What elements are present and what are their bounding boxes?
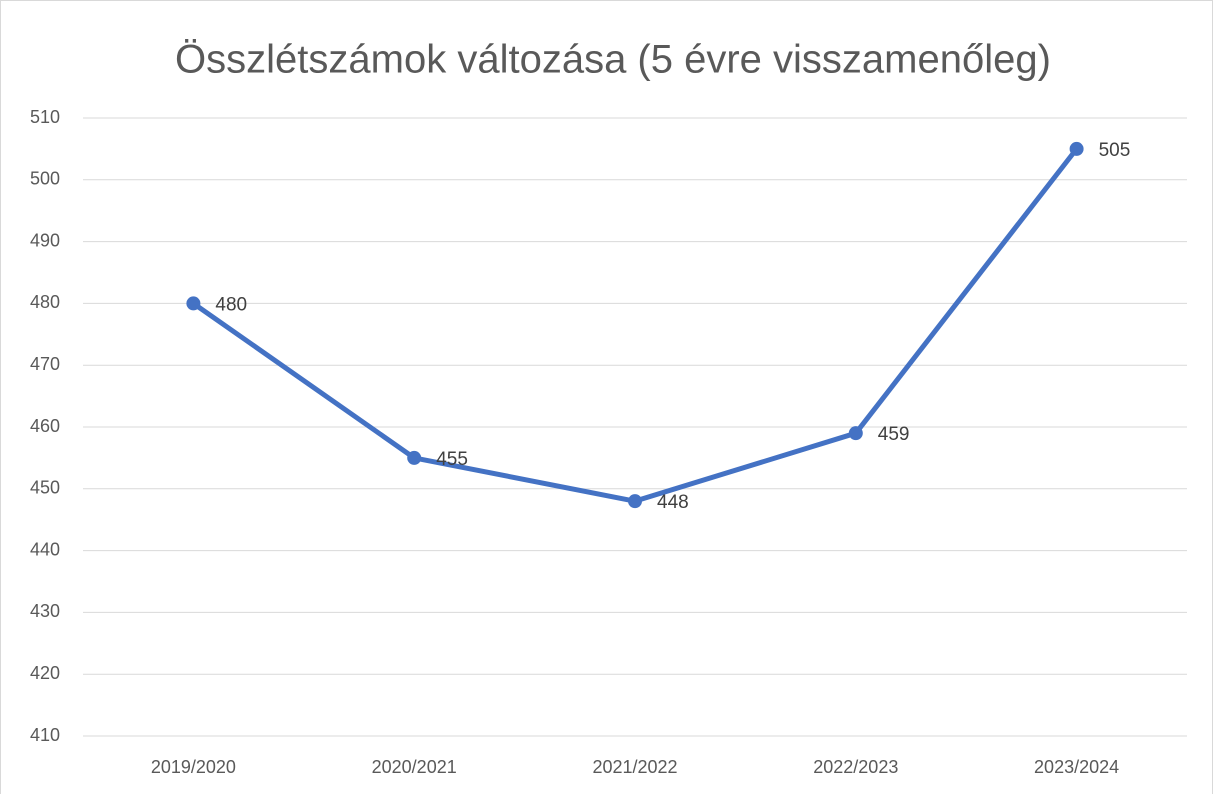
y-tick-label: 420	[30, 663, 60, 683]
data-label: 448	[657, 492, 689, 513]
data-label: 505	[1099, 140, 1131, 161]
x-tick-label: 2020/2021	[372, 757, 457, 777]
y-tick-label: 460	[30, 416, 60, 436]
x-tick-label: 2019/2020	[151, 757, 236, 777]
x-tick-label: 2022/2023	[813, 757, 898, 777]
data-point	[1069, 141, 1084, 156]
y-tick-label: 480	[30, 292, 60, 312]
data-label: 455	[436, 449, 468, 470]
data-point	[848, 426, 863, 441]
y-tick-label: 510	[30, 107, 60, 127]
data-label: 480	[215, 294, 247, 315]
data-point	[628, 494, 642, 509]
data-point	[407, 450, 422, 465]
y-tick-label: 490	[30, 230, 60, 250]
y-tick-label: 440	[30, 539, 60, 559]
chart-title: Összlétszámok változása (5 évre visszame…	[175, 38, 1051, 82]
y-tick-label: 410	[30, 725, 60, 745]
data-point	[186, 296, 201, 311]
data-label: 459	[878, 424, 910, 445]
x-tick-label: 2021/2022	[592, 757, 677, 777]
y-tick-label: 500	[30, 169, 60, 189]
x-tick-label: 2023/2024	[1034, 757, 1119, 777]
y-tick-label: 450	[30, 478, 60, 498]
y-tick-label: 430	[30, 601, 60, 621]
y-tick-label: 470	[30, 354, 60, 374]
